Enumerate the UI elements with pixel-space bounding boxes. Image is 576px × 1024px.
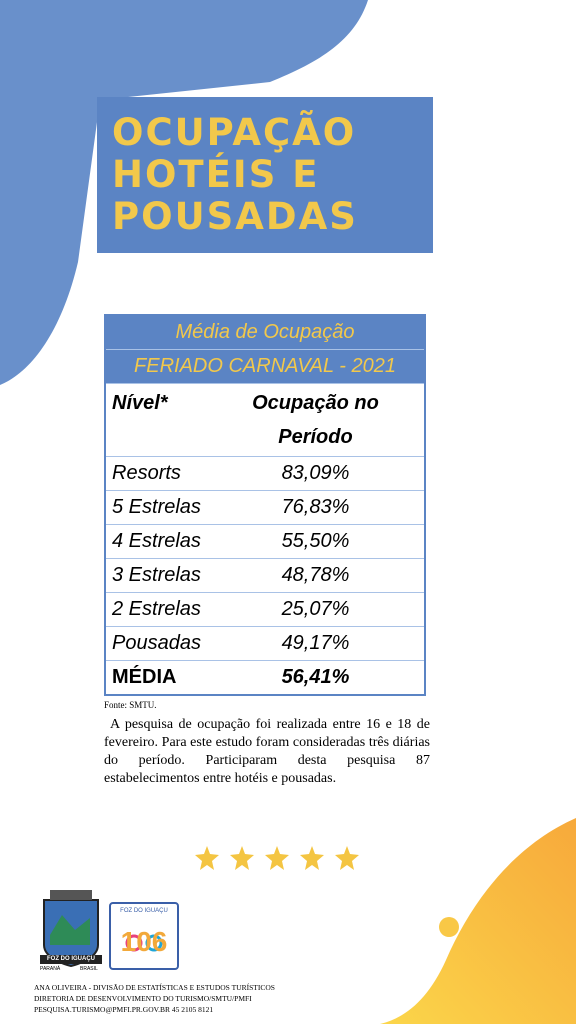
caption: Média de Ocupação xyxy=(105,315,425,350)
source: Fonte: SMTU. xyxy=(104,700,157,710)
level: 3 Estrelas xyxy=(105,558,207,593)
logo-text: FOZ DO IGUAÇU xyxy=(120,908,168,914)
table-row: 5 Estrelas 76,83% xyxy=(105,490,425,525)
caption: FERIADO CARNAVAL - 2021 xyxy=(105,349,425,384)
logo-text: 106 xyxy=(120,926,168,957)
table-row: 3 Estrelas 48,78% xyxy=(105,558,425,593)
occupancy-table: Média de Ocupação FERIADO CARNAVAL - 202… xyxy=(104,314,426,696)
level: MÉDIA xyxy=(105,660,207,696)
table-row: MÉDIA 56,41% xyxy=(105,660,425,696)
table-body: Resorts 83,09% 5 Estrelas 76,83% 4 Estrelas 5… xyxy=(105,456,425,696)
title: OCUPAÇÃO HOTÉIS E POUSADAS xyxy=(112,112,358,238)
table-row: Pousadas 49,17% xyxy=(105,626,425,661)
level: Resorts xyxy=(105,456,207,491)
logo-text: BRASIL xyxy=(80,966,98,972)
column-header: Ocupação no Período xyxy=(206,383,425,457)
table-row: Resorts 83,09% xyxy=(105,456,425,491)
level: 5 Estrelas xyxy=(105,490,207,525)
occupancy-value: 76,83% xyxy=(206,490,425,525)
occupancy-value: 83,09% xyxy=(206,456,425,491)
paragraph: A pesquisa de ocupação foi realizada ent… xyxy=(104,717,430,786)
footer-line: ANA OLIVEIRA - DIVISÃO DE ESTATÍSTICAS E… xyxy=(34,983,275,992)
logo-text: FOZ DO IGUAÇU xyxy=(47,956,95,962)
title-line: HOTÉIS E xyxy=(112,153,320,196)
footer: ANA OLIVEIRA - DIVISÃO DE ESTATÍSTICAS E… xyxy=(34,982,275,1015)
occupancy-value: 56,41% xyxy=(206,660,425,696)
occupancy-value: 25,07% xyxy=(206,592,425,627)
column-header: Nível* xyxy=(105,383,207,457)
level: 4 Estrelas xyxy=(105,524,207,559)
table-row: 4 Estrelas 55,50% xyxy=(105,524,425,559)
logo-text: PARANÁ xyxy=(40,966,61,972)
table-row: 2 Estrelas 25,07% xyxy=(105,592,425,627)
footer-line: DIRETORIA DE DESENVOLVIMENTO DO TURISMO/… xyxy=(34,994,252,1003)
title-line: POUSADAS xyxy=(112,195,358,238)
level: 2 Estrelas xyxy=(105,592,207,627)
occupancy-value: 48,78% xyxy=(206,558,425,593)
level: Pousadas xyxy=(105,626,207,661)
footer-line: PESQUISA.TURISMO@PMFI.PR.GOV.BR 45 2105 … xyxy=(34,1005,214,1014)
title-line: OCUPAÇÃO xyxy=(112,111,357,154)
occupancy-value: 55,50% xyxy=(206,524,425,559)
occupancy-value: 49,17% xyxy=(206,626,425,661)
